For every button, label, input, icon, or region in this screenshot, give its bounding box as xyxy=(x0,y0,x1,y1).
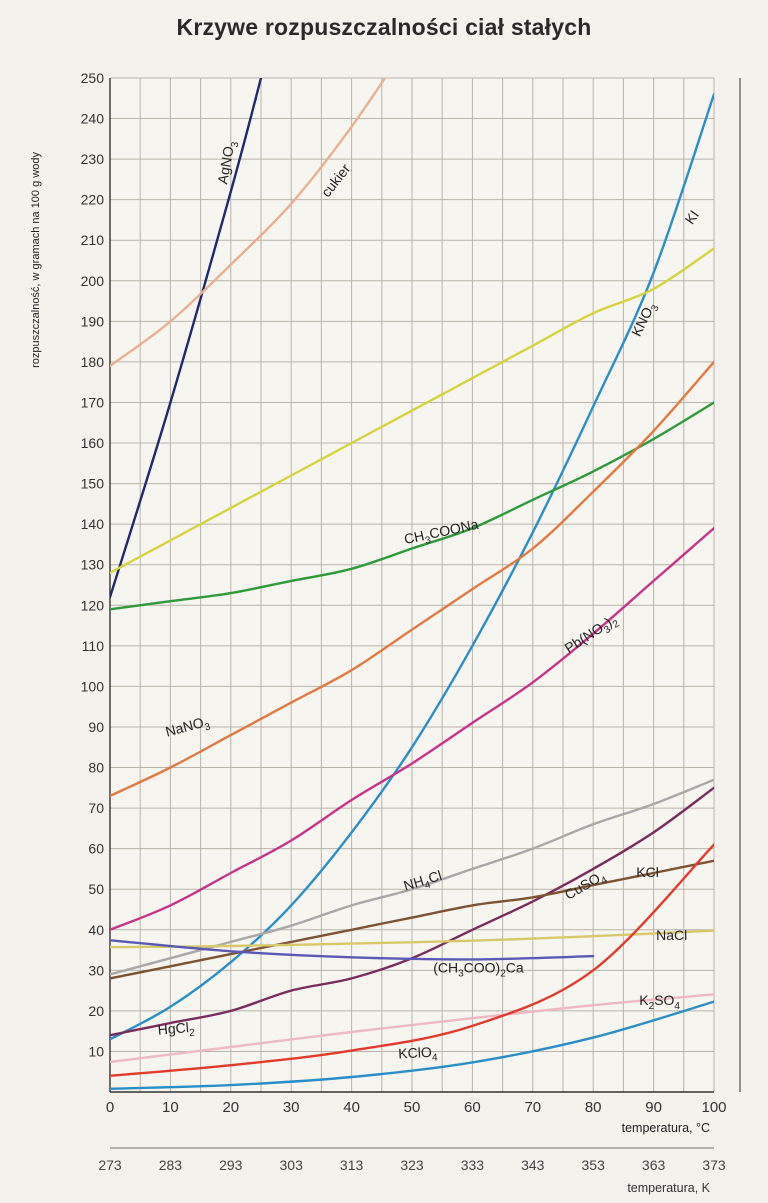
y-tick-label: 240 xyxy=(81,111,105,127)
x-tick-label: 20 xyxy=(222,1099,239,1116)
y-tick-label: 180 xyxy=(81,354,105,370)
chart-title: Krzywe rozpuszczalności ciał stałych xyxy=(176,14,592,40)
y-tick-label: 250 xyxy=(81,70,105,86)
y-tick-label: 160 xyxy=(81,435,105,451)
y-tick-label: 220 xyxy=(81,192,105,208)
x-tick-label: 0 xyxy=(106,1099,114,1116)
series-line-kno3 xyxy=(110,93,714,1041)
x-axis-title: temperatura, °C xyxy=(622,1121,710,1135)
curves xyxy=(110,78,714,1090)
x-tick-label: 100 xyxy=(701,1099,726,1116)
series-line-hgcl2 xyxy=(110,843,714,1077)
y-axis-title: rozpuszczalność, w gramach na 100 g wody xyxy=(30,152,42,368)
x-tick-label: 50 xyxy=(404,1099,421,1116)
series-line-agno3 xyxy=(110,78,263,599)
series-line--ch3coo-2ca xyxy=(110,939,595,961)
kelvin-tick-label: 363 xyxy=(642,1157,666,1173)
y-tick-label: 70 xyxy=(88,800,104,816)
y-tick-label: 110 xyxy=(82,638,105,654)
y-tick-label: 150 xyxy=(81,476,105,492)
series-label-k2so4: K2SO4 xyxy=(639,992,680,1012)
y-tick-label: 200 xyxy=(81,273,105,289)
series-label-kcl: KCl xyxy=(636,864,659,880)
kelvin-tick-label: 303 xyxy=(280,1157,304,1173)
y-tick-label: 120 xyxy=(81,597,105,613)
x-tick-label: 30 xyxy=(283,1099,300,1116)
y-tick-label: 130 xyxy=(81,557,105,573)
y-tick-label: 170 xyxy=(81,394,105,410)
kelvin-tick-label: 373 xyxy=(702,1157,726,1173)
y-tick-label: 140 xyxy=(81,516,105,532)
y-tick-label: 60 xyxy=(88,841,104,857)
y-tick-label: 100 xyxy=(81,678,105,694)
series-label--ch3coo-2ca: (CH3COO)2Ca xyxy=(433,959,524,979)
series-label-agno3: AgNO3 xyxy=(214,139,241,186)
series-label-nacl: NaCl xyxy=(656,927,687,943)
x-tick-label: 40 xyxy=(343,1099,360,1116)
x-tick-label: 70 xyxy=(524,1099,541,1116)
series-line-pb-no3-2 xyxy=(110,527,714,931)
series-line-k2so4 xyxy=(110,993,714,1064)
series-line-kcl xyxy=(110,859,714,980)
y-tick-label: 90 xyxy=(88,719,104,735)
y-tick-label: 210 xyxy=(81,232,105,248)
y-tick-label: 230 xyxy=(81,151,105,167)
series-line-cukier xyxy=(110,78,387,368)
kelvin-tick-label: 323 xyxy=(400,1157,424,1173)
series-line-ki xyxy=(110,247,714,574)
y-tick-label: 40 xyxy=(88,922,104,938)
kelvin-tick-label: 283 xyxy=(159,1157,183,1173)
series-line-cuso4 xyxy=(110,786,714,1037)
kelvin-tick-label: 333 xyxy=(461,1157,485,1173)
x-tick-label: 90 xyxy=(645,1099,662,1116)
kelvin-tick-label: 293 xyxy=(219,1157,243,1173)
series-label-kclo4: KClO4 xyxy=(398,1043,438,1065)
kelvin-axis-title: temperatura, K xyxy=(627,1181,710,1195)
series-line-kclo4 xyxy=(110,1000,714,1090)
y-tick-label: 190 xyxy=(81,313,105,329)
y-tick-label: 10 xyxy=(88,1043,104,1059)
y-tick-label: 30 xyxy=(88,962,104,978)
kelvin-tick-label: 313 xyxy=(340,1157,364,1173)
x-tick-label: 60 xyxy=(464,1099,481,1116)
kelvin-tick-label: 343 xyxy=(521,1157,545,1173)
kelvin-tick-label: 273 xyxy=(98,1157,122,1173)
x-tick-label: 80 xyxy=(585,1099,602,1116)
series-label-nh4cl: NH4Cl xyxy=(402,867,445,898)
series-line-nano3 xyxy=(110,360,714,798)
y-tick-label: 80 xyxy=(88,760,104,776)
y-tick-label: 50 xyxy=(88,881,104,897)
y-tick-label: 20 xyxy=(88,1003,104,1019)
x-tick-label: 10 xyxy=(162,1099,179,1116)
series-line-ch3coona xyxy=(110,401,714,611)
series-label-hgcl2: HgCl2 xyxy=(157,1019,196,1042)
series-line-nacl xyxy=(110,929,714,949)
grid xyxy=(109,77,715,1093)
kelvin-tick-label: 353 xyxy=(582,1157,606,1173)
